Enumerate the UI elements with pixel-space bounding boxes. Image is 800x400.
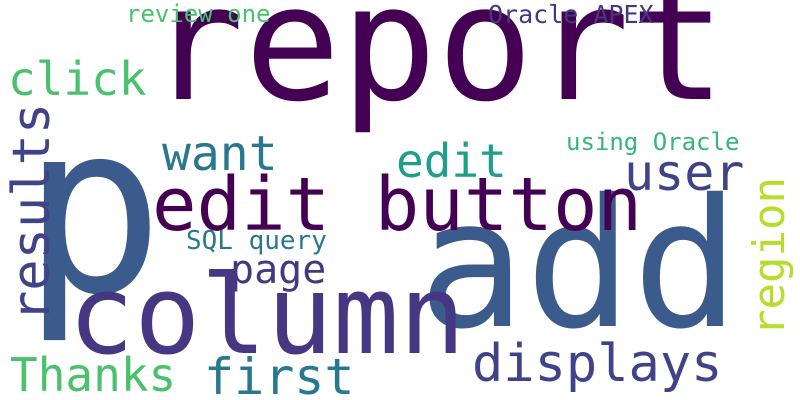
word-click: click bbox=[8, 52, 147, 106]
word-add: add bbox=[418, 161, 740, 368]
word-results: results bbox=[2, 102, 62, 322]
word-p: p bbox=[22, 72, 165, 347]
word-report: report bbox=[148, 0, 726, 137]
word-column: column bbox=[68, 251, 466, 379]
word-sql-query: SQL query bbox=[186, 226, 327, 256]
word-region: region bbox=[744, 177, 795, 336]
word-page: page bbox=[230, 247, 327, 293]
word-displays: displays bbox=[472, 334, 723, 394]
word-edit: edit bbox=[396, 134, 507, 188]
word-thanks: Thanks bbox=[10, 348, 177, 400]
word-user: user bbox=[624, 144, 745, 202]
word-oracle-apex: Oracle APEX bbox=[488, 0, 654, 29]
word-edit-button: edit button bbox=[152, 162, 643, 248]
word-want: want bbox=[162, 126, 278, 182]
word-first: first bbox=[204, 348, 355, 400]
word-review-one: review one bbox=[126, 0, 271, 28]
word-using-oracle: using Oracle bbox=[566, 128, 740, 156]
